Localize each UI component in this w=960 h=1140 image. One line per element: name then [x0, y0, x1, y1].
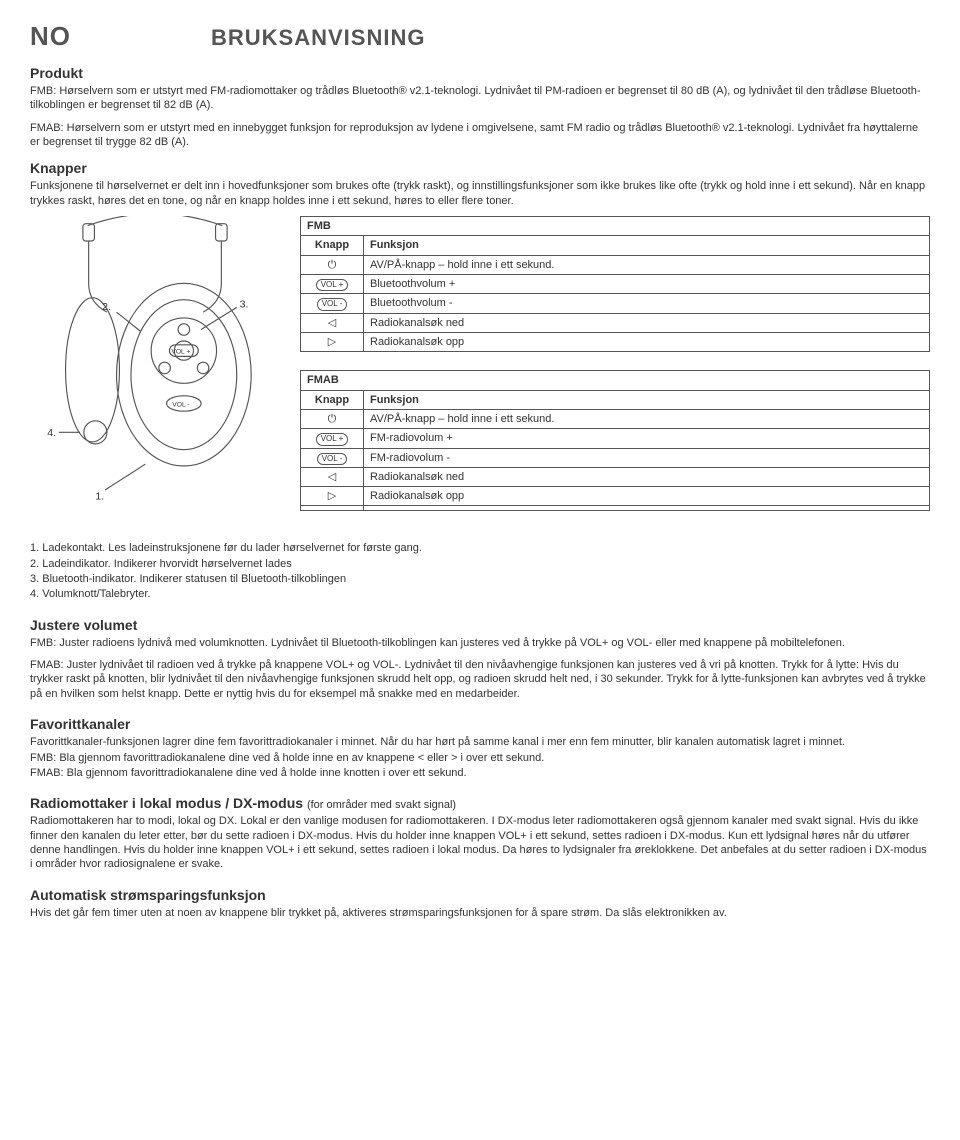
earmuff-diagram: 2. 3. 4. 1. VOL + VOL -: [30, 216, 280, 530]
fmb-row-1: Bluetoothvolum +: [364, 274, 930, 293]
seek-down-icon: ◁: [301, 313, 364, 332]
fmab-row-2: FM-radiovolum -: [364, 448, 930, 467]
knapper-para: Funksjonene til hørselvernet er delt inn…: [30, 179, 930, 208]
fmb-row-2: Bluetoothvolum -: [364, 294, 930, 313]
produkt-heading: Produkt: [30, 64, 930, 82]
fmb-col-funksjon: Funksjon: [364, 236, 930, 255]
fmab-row-4: Radiokanalsøk opp: [364, 487, 930, 506]
power-icon: ⏻: [301, 409, 364, 428]
fmb-row-0: AV/PÅ-knapp – hold inne i ett sekund.: [364, 255, 930, 274]
fmab-col-funksjon: Funksjon: [364, 390, 930, 409]
doc-title: BRUKSANVISNING: [211, 24, 425, 53]
svg-text:VOL +: VOL +: [171, 348, 190, 355]
svg-text:2.: 2.: [102, 301, 111, 313]
favoritt-p3: FMAB: Bla gjennom favorittradiokanalene …: [30, 766, 930, 780]
fmab-row-1: FM-radiovolum +: [364, 429, 930, 448]
fmb-row-3: Radiokanalsøk ned: [364, 313, 930, 332]
auto-para: Hvis det går fem timer uten at noen av k…: [30, 906, 930, 920]
svg-text:VOL -: VOL -: [172, 401, 189, 408]
radio-subhead: (for områder med svakt signal): [307, 799, 456, 811]
fmb-row-4: Radiokanalsøk opp: [364, 332, 930, 351]
favoritt-heading: Favorittkanaler: [30, 715, 930, 733]
seek-up-icon: ▷: [301, 332, 364, 351]
fmab-row-5: [364, 506, 930, 511]
vol-plus-icon: VOL +: [301, 274, 364, 293]
legend-3: 3. Bluetooth-indikator. Indikerer status…: [30, 572, 930, 586]
svg-text:3.: 3.: [240, 298, 249, 310]
diagram-legend: 1. Ladekontakt. Les ladeinstruksjonene f…: [30, 541, 930, 601]
fmb-table-title: FMB: [300, 216, 930, 235]
fmb-table: FMB KnappFunksjon ⏻AV/PÅ-knapp – hold in…: [300, 216, 930, 352]
language-code: NO: [30, 20, 71, 54]
fmab-row-5-icon: [301, 506, 364, 511]
legend-2: 2. Ladeindikator. Indikerer hvorvidt hør…: [30, 557, 930, 571]
justere-fmab: FMAB: Juster lydnivået til radioen ved å…: [30, 658, 930, 701]
produkt-fmab: FMAB: Hørselvern som er utstyrt med en i…: [30, 121, 930, 150]
fmab-col-knapp: Knapp: [301, 390, 364, 409]
vol-minus-icon: VOL -: [301, 294, 364, 313]
vol-plus-icon: VOL +: [301, 429, 364, 448]
fmab-table-title: FMAB: [300, 370, 930, 389]
favoritt-p2: FMB: Bla gjennom favorittradiokanalene d…: [30, 751, 930, 765]
fmab-table: FMAB KnappFunksjon ⏻AV/PÅ-knapp – hold i…: [300, 370, 930, 511]
radio-heading: Radiomottaker i lokal modus / DX-modus (…: [30, 794, 930, 812]
auto-heading: Automatisk strømsparingsfunksjon: [30, 886, 930, 904]
justere-fmb: FMB: Juster radioens lydnivå med volumkn…: [30, 636, 930, 650]
favoritt-p1: Favorittkanaler-funksjonen lagrer dine f…: [30, 735, 930, 749]
seek-up-icon: ▷: [301, 487, 364, 506]
radio-para: Radiomottakeren har to modi, lokal og DX…: [30, 814, 930, 871]
svg-text:1.: 1.: [95, 491, 104, 503]
svg-text:4.: 4.: [47, 427, 56, 439]
radio-heading-text: Radiomottaker i lokal modus / DX-modus: [30, 795, 303, 811]
fmab-row-0: AV/PÅ-knapp – hold inne i ett sekund.: [364, 409, 930, 428]
knapper-heading: Knapper: [30, 159, 930, 177]
fmb-col-knapp: Knapp: [301, 236, 364, 255]
produkt-fmb: FMB: Hørselvern som er utstyrt med FM-ra…: [30, 84, 930, 113]
justere-heading: Justere volumet: [30, 616, 930, 634]
seek-down-icon: ◁: [301, 467, 364, 486]
legend-1: 1. Ladekontakt. Les ladeinstruksjonene f…: [30, 541, 930, 555]
legend-4: 4. Volumknott/Talebryter.: [30, 587, 930, 601]
vol-minus-icon: VOL -: [301, 448, 364, 467]
fmab-row-3: Radiokanalsøk ned: [364, 467, 930, 486]
power-icon: ⏻: [301, 255, 364, 274]
